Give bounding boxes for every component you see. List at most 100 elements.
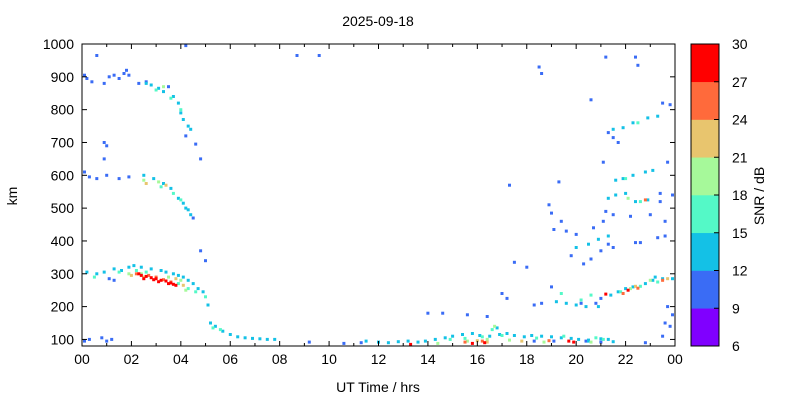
- data-point: [191, 282, 195, 286]
- x-tick-label: 02: [124, 351, 140, 367]
- data-point: [125, 68, 128, 72]
- x-tick-label: 14: [420, 351, 436, 367]
- colorbar-segment: [691, 308, 719, 347]
- data-point: [461, 333, 464, 336]
- data-point: [537, 65, 541, 69]
- data-point: [572, 340, 576, 344]
- data-point: [643, 341, 647, 345]
- data-point: [557, 180, 561, 184]
- data-point: [176, 282, 180, 286]
- data-point: [614, 193, 618, 197]
- x-tick-label: 00: [667, 351, 683, 367]
- data-point: [668, 324, 672, 328]
- data-point: [574, 246, 578, 249]
- x-tick-label: 22: [618, 351, 634, 367]
- data-point: [505, 296, 509, 300]
- data-point: [181, 275, 185, 279]
- data-point: [211, 326, 215, 330]
- data-point: [149, 83, 153, 87]
- data-point: [579, 298, 583, 302]
- data-point: [179, 108, 183, 112]
- data-point: [236, 335, 240, 339]
- data-point: [656, 236, 660, 240]
- x-tick-label: 00: [74, 351, 90, 367]
- data-point: [184, 134, 188, 138]
- colorbar-segment: [691, 195, 719, 234]
- data-point: [648, 278, 652, 282]
- data-point: [643, 198, 647, 202]
- data-point: [122, 72, 126, 75]
- data-point: [661, 334, 665, 338]
- data-point: [621, 126, 625, 130]
- data-point: [426, 311, 430, 315]
- data-point: [105, 173, 109, 177]
- data-point: [653, 275, 657, 279]
- data-point: [139, 265, 143, 269]
- data-point: [184, 44, 188, 48]
- data-point: [587, 339, 590, 343]
- data-point: [396, 340, 400, 344]
- data-point: [127, 272, 131, 276]
- y-tick-label: 700: [51, 134, 75, 150]
- data-point: [621, 177, 625, 181]
- colorbar-tick-label: 12: [732, 263, 748, 279]
- colorbar-tick-label: 27: [732, 74, 748, 90]
- data-point: [525, 265, 529, 269]
- data-point: [142, 178, 146, 182]
- data-point: [470, 332, 474, 335]
- data-point: [95, 177, 99, 181]
- data-point: [164, 270, 168, 274]
- data-point: [550, 285, 553, 289]
- data-point: [189, 213, 193, 217]
- data-point: [152, 177, 156, 181]
- plot-frame: [81, 43, 676, 347]
- data-point: [251, 336, 254, 340]
- data-point: [631, 121, 635, 125]
- data-point: [107, 75, 111, 79]
- data-point: [95, 272, 99, 276]
- data-point: [171, 272, 175, 276]
- colorbar-tick-label: 21: [732, 149, 748, 165]
- data-point: [110, 337, 114, 341]
- data-point: [433, 337, 437, 341]
- data-point: [638, 200, 642, 204]
- data-point: [629, 214, 632, 218]
- colorbar-segment: [691, 81, 719, 120]
- data-point: [661, 277, 665, 281]
- data-point: [508, 338, 511, 342]
- data-point: [512, 260, 516, 264]
- data-point: [594, 301, 598, 305]
- data-point: [105, 144, 109, 148]
- data-point: [475, 339, 479, 343]
- data-point: [117, 177, 121, 181]
- x-tick-label: 06: [222, 351, 238, 367]
- data-point: [179, 111, 183, 115]
- data-point: [206, 303, 210, 307]
- data-point: [470, 341, 474, 345]
- data-point: [606, 337, 610, 341]
- y-tick-label: 200: [51, 299, 75, 315]
- data-point: [184, 206, 188, 210]
- x-axis: 00 02 04 06 08 10 12 14 16 18 20 22 00: [74, 44, 683, 367]
- y-tick-label: 1000: [43, 36, 74, 52]
- data-point: [157, 180, 161, 184]
- data-point: [144, 274, 148, 278]
- data-point: [626, 196, 630, 200]
- data-point: [638, 284, 642, 288]
- data-point: [656, 114, 660, 118]
- y-tick-label: 900: [51, 69, 75, 85]
- data-point: [624, 191, 628, 195]
- data-point: [181, 118, 185, 121]
- data-point: [599, 340, 603, 344]
- data-point: [171, 95, 175, 98]
- data-point: [199, 157, 203, 161]
- data-point: [117, 77, 121, 80]
- data-point: [167, 282, 170, 286]
- x-tick-label: 20: [568, 351, 584, 367]
- data-point: [547, 339, 551, 343]
- data-point: [505, 332, 509, 335]
- data-point: [364, 339, 368, 343]
- data-point: [532, 339, 536, 343]
- data-point: [480, 339, 484, 343]
